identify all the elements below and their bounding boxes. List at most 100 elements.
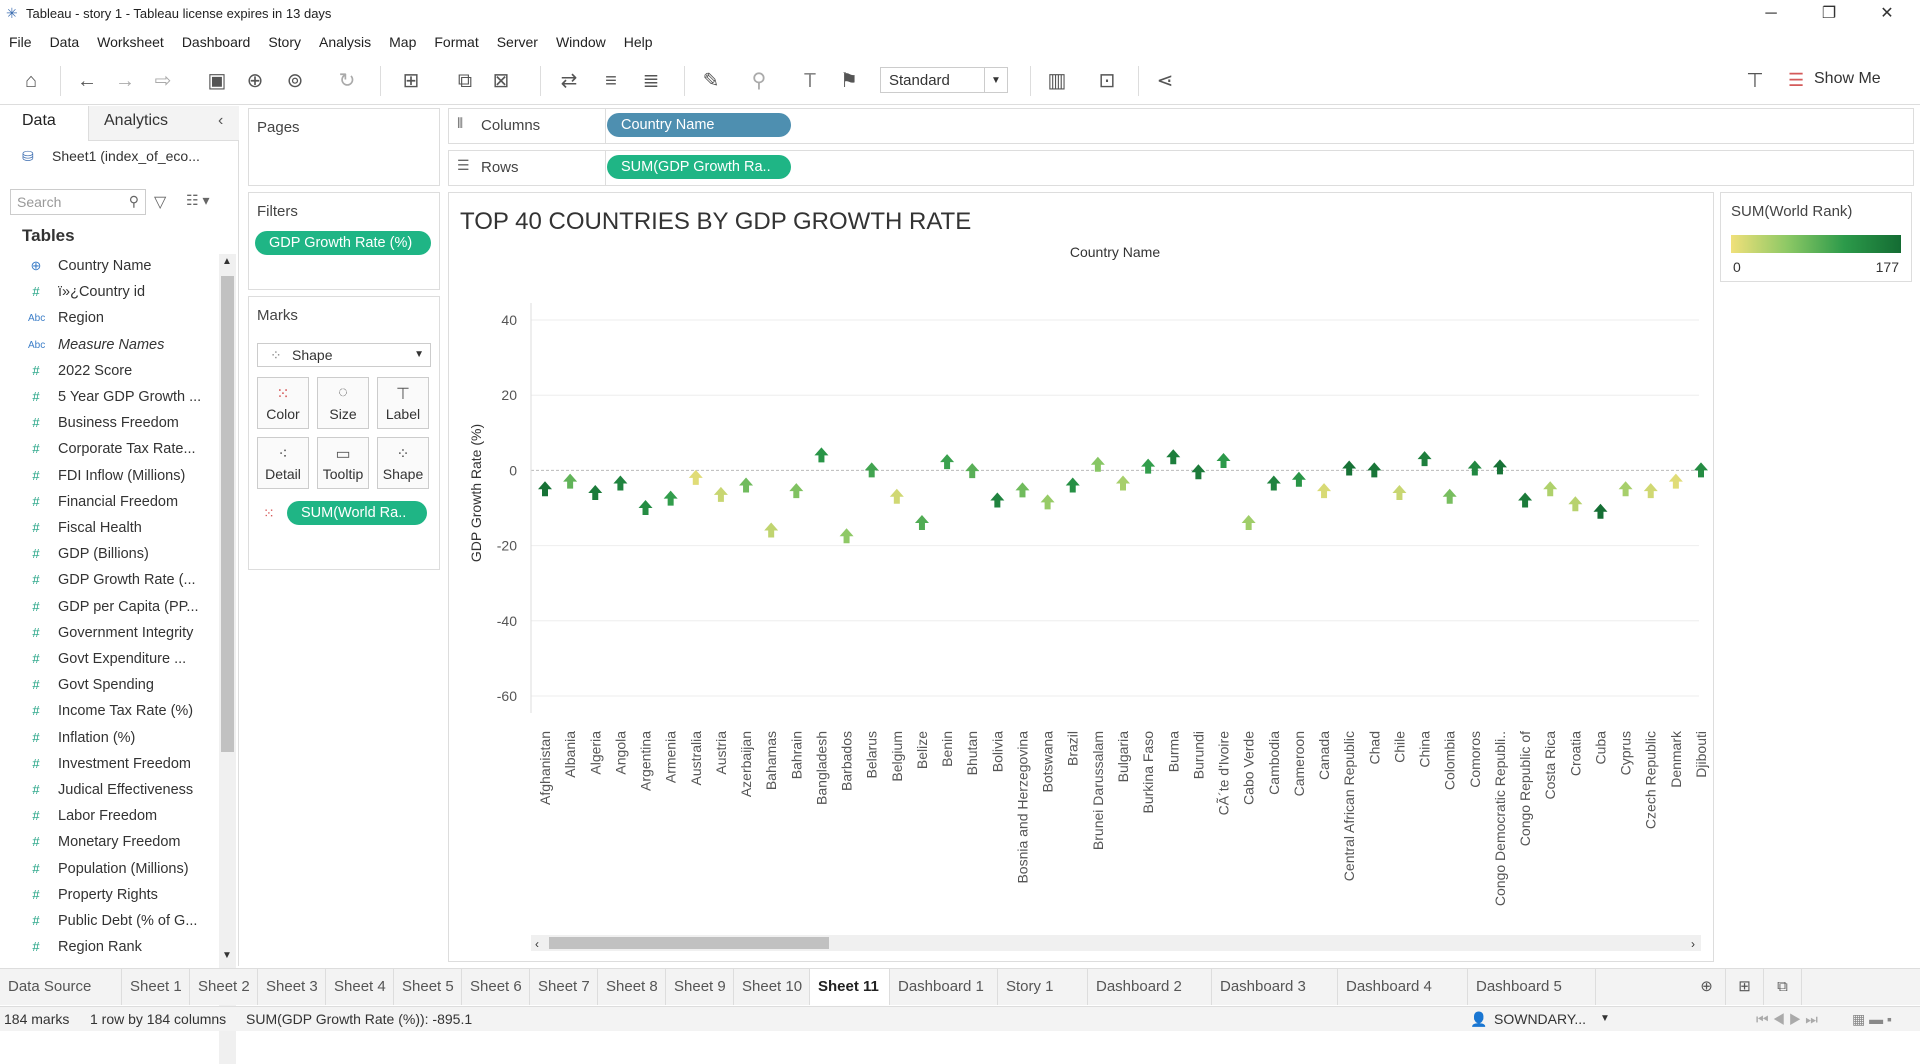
field-item[interactable]: # Fiscal Health [0,516,218,542]
data-point[interactable] [990,492,1005,508]
color-button[interactable]: ⁙ Color [257,377,309,429]
filter-icon[interactable]: ▽ [154,194,167,211]
data-point[interactable] [1216,453,1231,468]
menu-server[interactable]: Server [496,34,538,50]
field-item[interactable]: # Corporate Tax Rate... [0,437,218,463]
swap-icon[interactable]: ⇄ [560,70,578,92]
show-me-button[interactable]: Show Me [1814,70,1881,87]
data-point[interactable] [864,462,879,478]
field-item[interactable]: ⊕ Country Name [0,254,218,280]
filters-card[interactable]: Filters GDP Growth Rate (%) [248,192,440,290]
data-point[interactable] [1518,492,1533,508]
tab-dashboard-2[interactable]: Dashboard 2 [1088,969,1212,1005]
tab-dashboard-5[interactable]: Dashboard 5 [1468,969,1596,1005]
menu-story[interactable]: Story [268,34,301,50]
tab-sheet-4[interactable]: Sheet 4 [326,969,394,1005]
field-item[interactable]: # Financial Freedom [0,490,218,516]
field-item[interactable]: #5 Year GDP Growth ... [0,385,218,411]
data-point[interactable] [1015,482,1030,498]
color-legend[interactable]: SUM(World Rank) 0 177 [1720,192,1912,282]
field-item[interactable]: Abc Measure Names [0,333,218,359]
data-point[interactable] [1467,460,1482,476]
field-item[interactable]: # Govt Spending [0,673,218,699]
data-point[interactable] [914,515,929,531]
tab-dashboard-3[interactable]: Dashboard 3 [1212,969,1338,1005]
data-point[interactable] [1392,484,1407,500]
scroll-up-icon[interactable]: ▲ [222,256,232,267]
tab-sheet-8[interactable]: Sheet 8 [598,969,666,1005]
columns-pill[interactable]: Country Name [607,113,791,137]
tab-sheet-5[interactable]: Sheet 5 [394,969,462,1005]
data-point[interactable] [1040,494,1055,510]
minimize-icon[interactable]: ─ [1765,5,1777,22]
data-point[interactable] [940,454,955,470]
tooltip-button[interactable]: ▭ Tooltip [317,437,369,489]
field-item[interactable]: # Labor Freedom [0,804,218,830]
data-point[interactable] [1618,481,1633,497]
layout-icon[interactable]: ▦ ▬ ▪ [1852,1011,1892,1027]
data-point[interactable] [588,484,603,500]
field-item[interactable]: # Monetary Freedom [0,830,218,856]
size-button[interactable]: ◌ Size [317,377,369,429]
fit-select[interactable]: Standard ▼ [880,67,1008,93]
menu-dashboard[interactable]: Dashboard [181,34,251,50]
field-item[interactable]: # ï»¿Country id [0,280,218,306]
data-point[interactable] [1543,481,1558,497]
scroll-left-icon[interactable]: ‹ [535,937,539,951]
pages-card[interactable]: Pages [248,108,440,186]
group-icon[interactable]: ⚲ [751,70,767,92]
tab-data[interactable]: Data [22,112,56,129]
field-item[interactable]: # Public Debt (% of G... [0,909,218,935]
data-point[interactable] [1166,449,1181,465]
tab-sheet-6[interactable]: Sheet 6 [462,969,530,1005]
tab-sheet-11[interactable]: Sheet 11 [810,969,890,1005]
menu-worksheet[interactable]: Worksheet [97,34,164,50]
new-datasource-icon[interactable]: ⊕ [246,70,264,92]
field-item[interactable]: # Population (Millions) [0,857,218,883]
data-point[interactable] [1694,462,1708,478]
field-item[interactable]: # Inflation (%) [0,726,218,752]
field-scrollbar-thumb[interactable] [221,276,234,752]
data-point[interactable] [688,469,703,485]
share-icon[interactable]: ⋖ [1156,70,1174,92]
tab-data-source[interactable]: Data Source [0,969,122,1005]
tab-dashboard-1[interactable]: Dashboard 1 [890,969,998,1005]
chart-h-scrollbar-thumb[interactable] [549,937,829,949]
data-point[interactable] [613,475,628,491]
data-point[interactable] [1417,451,1432,467]
field-item[interactable]: # Judical Effectiveness [0,778,218,804]
pin-icon[interactable]: ⚑ [840,70,858,92]
sort-desc-icon[interactable]: ≣ [642,70,660,92]
data-point[interactable] [764,522,779,538]
data-point[interactable] [1568,496,1583,512]
tab-sheet-3[interactable]: Sheet 3 [258,969,326,1005]
data-point[interactable] [965,463,980,479]
data-point[interactable] [1090,456,1105,472]
filter-pill[interactable]: GDP Growth Rate (%) [255,231,431,255]
menu-format[interactable]: Format [434,34,479,50]
new-worksheet-icon[interactable]: ⊞ [402,70,420,92]
tab-sheet-10[interactable]: Sheet 10 [734,969,810,1005]
pause-updates-icon[interactable]: ⊚ [286,70,304,92]
data-point[interactable] [1643,483,1658,499]
data-point[interactable] [739,477,754,493]
search-input[interactable]: Search ⚲ [10,189,146,215]
restore-icon[interactable]: ❐ [1821,5,1837,22]
tab-sheet-7[interactable]: Sheet 7 [530,969,598,1005]
menu-help[interactable]: Help [623,34,653,50]
data-point[interactable] [1141,458,1156,474]
menu-map[interactable]: Map [389,34,417,50]
show-cards-icon[interactable]: ▥ [1047,70,1067,92]
shape-button[interactable]: ⁘ Shape [377,437,429,489]
field-item[interactable]: # GDP (Billions) [0,542,218,568]
data-point[interactable] [814,447,829,463]
field-item[interactable]: Abc Region [0,306,218,332]
home-icon[interactable]: ⌂ [24,70,38,92]
data-point[interactable] [1442,488,1457,504]
labels-icon[interactable]: T [803,70,817,92]
rows-pill[interactable]: SUM(GDP Growth Ra.. [607,155,791,179]
data-point[interactable] [1593,503,1608,519]
tab-sheet-9[interactable]: Sheet 9 [666,969,734,1005]
datasource-name[interactable]: Sheet1 (index_of_eco... [52,148,200,164]
refresh-icon[interactable]: ↻ [338,70,356,92]
